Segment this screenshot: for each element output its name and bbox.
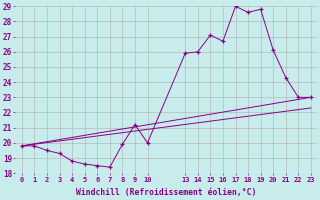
X-axis label: Windchill (Refroidissement éolien,°C): Windchill (Refroidissement éolien,°C) (76, 188, 257, 197)
